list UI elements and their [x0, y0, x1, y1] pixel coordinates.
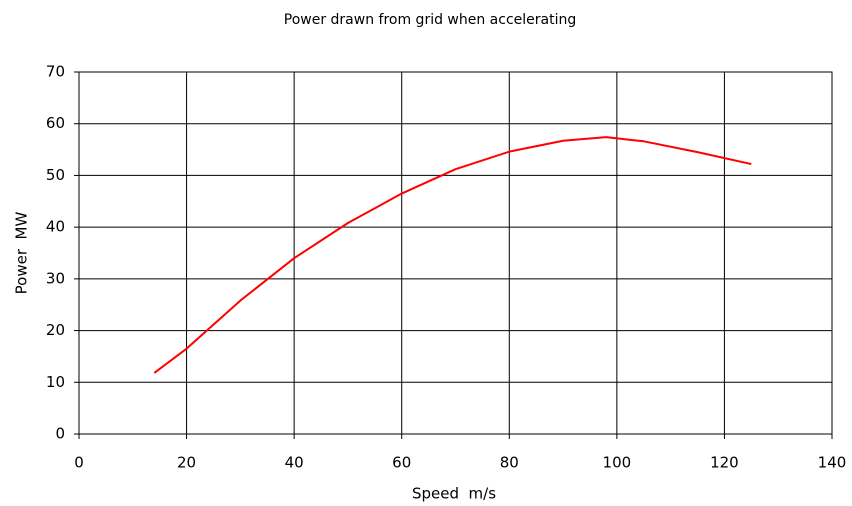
x-tick-label: 140 [818, 454, 847, 472]
y-tick-label: 30 [46, 269, 65, 287]
data-line [153, 136, 752, 374]
x-tick-label: 80 [500, 454, 519, 472]
y-tick-label: 20 [46, 321, 65, 339]
y-tick-label: 70 [46, 63, 65, 81]
x-tick-label: 0 [74, 454, 84, 472]
plot-area [78, 71, 833, 435]
x-tick-label: 120 [710, 454, 739, 472]
y-tick-label: 0 [55, 425, 65, 443]
x-tick-label: 20 [177, 454, 196, 472]
y-axis-label: Power MW [13, 212, 31, 295]
y-tick-label: 60 [46, 114, 65, 132]
x-tick-label: 60 [392, 454, 411, 472]
y-tick-label: 40 [46, 218, 65, 236]
x-tick-label: 40 [285, 454, 304, 472]
y-tick-label: 10 [46, 373, 65, 391]
chart-title: Power drawn from grid when accelerating [284, 12, 577, 28]
x-axis-label: Speed m/s [412, 485, 496, 503]
y-tick-label: 50 [46, 166, 65, 184]
x-tick-label: 100 [603, 454, 632, 472]
